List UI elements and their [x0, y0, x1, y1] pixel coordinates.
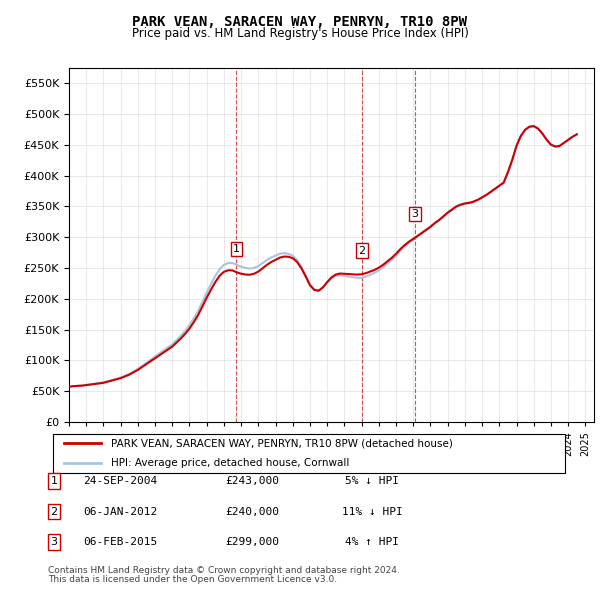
Text: £299,000: £299,000 — [225, 537, 279, 547]
Text: 06-JAN-2012: 06-JAN-2012 — [83, 507, 157, 516]
Text: 2: 2 — [50, 507, 58, 516]
FancyBboxPatch shape — [53, 434, 565, 473]
Text: £240,000: £240,000 — [225, 507, 279, 516]
Text: PARK VEAN, SARACEN WAY, PENRYN, TR10 8PW: PARK VEAN, SARACEN WAY, PENRYN, TR10 8PW — [133, 15, 467, 29]
Text: 06-FEB-2015: 06-FEB-2015 — [83, 537, 157, 547]
Text: 1: 1 — [50, 476, 58, 486]
Text: 24-SEP-2004: 24-SEP-2004 — [83, 476, 157, 486]
Text: PARK VEAN, SARACEN WAY, PENRYN, TR10 8PW (detached house): PARK VEAN, SARACEN WAY, PENRYN, TR10 8PW… — [112, 438, 453, 448]
Text: £243,000: £243,000 — [225, 476, 279, 486]
Text: 3: 3 — [50, 537, 58, 547]
Text: HPI: Average price, detached house, Cornwall: HPI: Average price, detached house, Corn… — [112, 458, 350, 467]
Text: 5% ↓ HPI: 5% ↓ HPI — [345, 476, 399, 486]
Text: Contains HM Land Registry data © Crown copyright and database right 2024.: Contains HM Land Registry data © Crown c… — [48, 566, 400, 575]
Text: Price paid vs. HM Land Registry's House Price Index (HPI): Price paid vs. HM Land Registry's House … — [131, 27, 469, 40]
Text: 11% ↓ HPI: 11% ↓ HPI — [341, 507, 403, 516]
Text: 2: 2 — [358, 245, 365, 255]
Text: 1: 1 — [233, 244, 240, 254]
Text: This data is licensed under the Open Government Licence v3.0.: This data is licensed under the Open Gov… — [48, 575, 337, 584]
Text: 3: 3 — [412, 209, 418, 219]
Text: 4% ↑ HPI: 4% ↑ HPI — [345, 537, 399, 547]
